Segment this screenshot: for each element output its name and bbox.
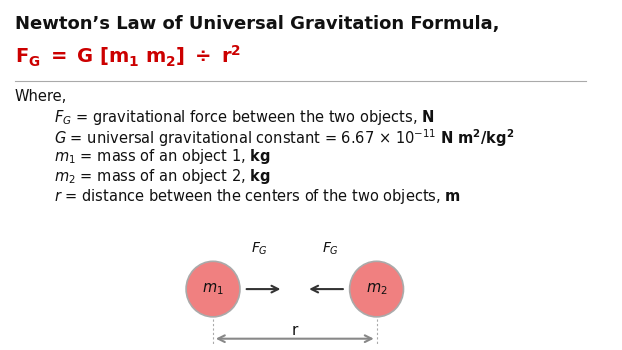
Text: r: r	[292, 323, 298, 338]
Text: $\mathbf{F_G}$$\mathbf{\ =\ G\ [m_1\ m_2]\ \div\ r^2}$: $\mathbf{F_G}$$\mathbf{\ =\ G\ [m_1\ m_2…	[15, 44, 241, 69]
Text: Newton’s Law of Universal Gravitation Formula,: Newton’s Law of Universal Gravitation Fo…	[15, 15, 499, 33]
Text: $m_2$: $m_2$	[366, 281, 388, 297]
Text: $G$ = universal gravitational constant = 6.67 × 10$^{-11}$ $\bf{N\ m^2/kg^2}$: $G$ = universal gravitational constant =…	[54, 127, 514, 149]
Text: $F_G$: $F_G$	[322, 241, 339, 257]
Text: $m_1$ = mass of an object 1, $\bf{kg}$: $m_1$ = mass of an object 1, $\bf{kg}$	[54, 147, 271, 166]
Circle shape	[350, 261, 404, 317]
Text: $F_G$ = gravitational force between the two objects, $\bf{N}$: $F_G$ = gravitational force between the …	[54, 107, 435, 127]
Text: $m_2$ = mass of an object 2, $\bf{kg}$: $m_2$ = mass of an object 2, $\bf{kg}$	[54, 167, 271, 186]
Text: $r$ = distance between the centers of the two objects, $\bf{m}$: $r$ = distance between the centers of th…	[54, 187, 461, 206]
Text: $m_1$: $m_1$	[202, 281, 224, 297]
Text: Where,: Where,	[15, 89, 67, 104]
Text: $F_G$: $F_G$	[251, 241, 267, 257]
Circle shape	[186, 261, 240, 317]
